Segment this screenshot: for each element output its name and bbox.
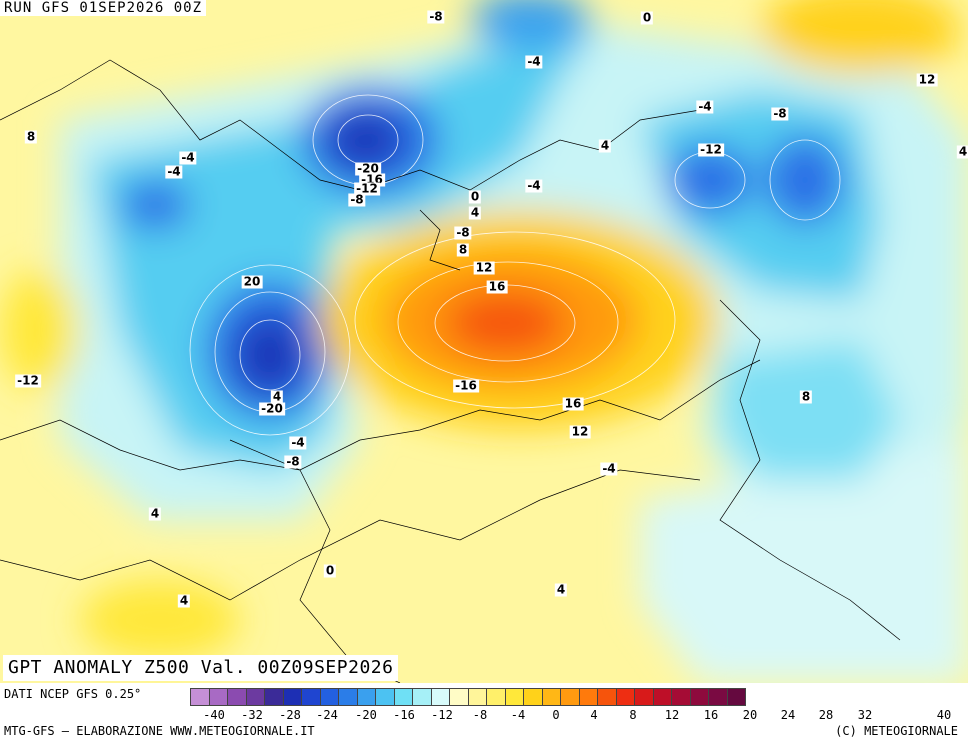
contour-label: -8 (454, 225, 472, 240)
contour-label: -4 (289, 435, 307, 450)
legend-swatch (412, 688, 432, 706)
contour-label: 4 (598, 138, 612, 153)
color-legend (190, 688, 746, 706)
contour-label: 0 (640, 10, 654, 25)
legend-swatch (504, 688, 524, 706)
legend-swatch (634, 688, 654, 706)
legend-swatch (208, 688, 228, 706)
contour-label: -4 (600, 461, 618, 476)
legend-tick-label: 28 (818, 708, 834, 722)
contour-label: -8 (284, 454, 302, 469)
legend-tick-label: 32 (857, 708, 873, 722)
contour-label: 20 (241, 274, 263, 289)
legend-tick-label: -12 (431, 708, 453, 722)
contour-label: 8 (456, 242, 470, 257)
credit-text: MTG-GFS – ELABORAZIONE WWW.METEOGIORNALE… (4, 724, 315, 738)
contour-label: -4 (525, 178, 543, 193)
contour-label: 4 (270, 389, 284, 404)
legend-tick-label: 8 (629, 708, 637, 722)
legend-swatch (486, 688, 506, 706)
legend-tick-label: -32 (241, 708, 263, 722)
legend-swatch (615, 688, 635, 706)
legend-swatch (597, 688, 617, 706)
legend-swatch (301, 688, 321, 706)
contour-label: 12 (916, 72, 938, 87)
legend-swatch (671, 688, 691, 706)
contour-label: -4 (525, 54, 543, 69)
map-canvas (0, 0, 968, 683)
legend-swatch (227, 688, 247, 706)
legend-swatch (523, 688, 543, 706)
contour-label: 16 (486, 279, 508, 294)
contour-label: -20 (259, 401, 285, 416)
contour-label: 4 (148, 506, 162, 521)
legend-swatch (449, 688, 469, 706)
legend-tick-label: -28 (279, 708, 301, 722)
contour-label: 12 (569, 424, 591, 439)
legend-tick-label: 40 (936, 708, 952, 722)
contour-label: 4 (468, 205, 482, 220)
contour-label: -8 (427, 9, 445, 24)
contour-label: -4 (179, 150, 197, 165)
legend-tick-label: 20 (742, 708, 758, 722)
legend-swatch (467, 688, 487, 706)
contour-label: 8 (799, 389, 813, 404)
contour-label: -12 (354, 181, 380, 196)
contour-label: -12 (698, 142, 724, 157)
legend-swatch (319, 688, 339, 706)
legend-tick-label: -8 (472, 708, 488, 722)
contour-label: 4 (956, 144, 968, 159)
legend-tick-label: 0 (552, 708, 560, 722)
run-header: RUN GFS 01SEP2026 00Z (0, 0, 207, 16)
contour-label: 4 (177, 593, 191, 608)
data-source: DATI NCEP GFS 0.25° (4, 687, 142, 701)
contour-label: 4 (554, 582, 568, 597)
legend-swatch (190, 688, 210, 706)
legend-tick-label: 4 (590, 708, 598, 722)
legend-tick-label: -4 (510, 708, 526, 722)
legend-ticks: -40 -32 -28 -24 -20 -16 -12 -8 -4 0 4 8 12 16 20 24 28 32… (190, 708, 968, 722)
legend-swatch (726, 688, 746, 706)
legend-tick-label: 16 (703, 708, 719, 722)
contour-label: -20 (355, 161, 381, 176)
legend-swatch (560, 688, 580, 706)
anomaly-map (0, 0, 968, 683)
legend-swatch (375, 688, 395, 706)
legend-swatch (541, 688, 561, 706)
legend-swatch (356, 688, 376, 706)
contour-label: 8 (24, 129, 38, 144)
contour-label: -4 (696, 99, 714, 114)
copyright-text: (C) METEOGIORNALE (835, 724, 958, 738)
contour-label: -12 (15, 373, 41, 388)
contour-label: -4 (165, 164, 183, 179)
legend-tick-label: 12 (664, 708, 680, 722)
contour-label: 16 (562, 396, 584, 411)
contour-label: -8 (348, 192, 366, 207)
legend-tick-label: -40 (203, 708, 225, 722)
contour-label: -8 (771, 106, 789, 121)
legend-swatch (430, 688, 450, 706)
legend-swatch (338, 688, 358, 706)
legend-swatch (393, 688, 413, 706)
legend-tick-label: -16 (393, 708, 415, 722)
contour-label: 0 (468, 189, 482, 204)
map-title: GPT ANOMALY Z500 Val. 00Z09SEP2026 (3, 655, 399, 681)
legend-swatch (264, 688, 284, 706)
legend-swatch (689, 688, 709, 706)
legend-tick-label: -24 (316, 708, 338, 722)
contour-label: -16 (453, 378, 479, 393)
legend-tick-label: -20 (355, 708, 377, 722)
contour-label: 0 (323, 563, 337, 578)
legend-swatch (245, 688, 265, 706)
contour-label: 12 (473, 260, 495, 275)
legend-swatch (652, 688, 672, 706)
legend-swatch (708, 688, 728, 706)
legend-swatch (282, 688, 302, 706)
legend-swatch (578, 688, 598, 706)
legend-tick-label: 24 (780, 708, 796, 722)
